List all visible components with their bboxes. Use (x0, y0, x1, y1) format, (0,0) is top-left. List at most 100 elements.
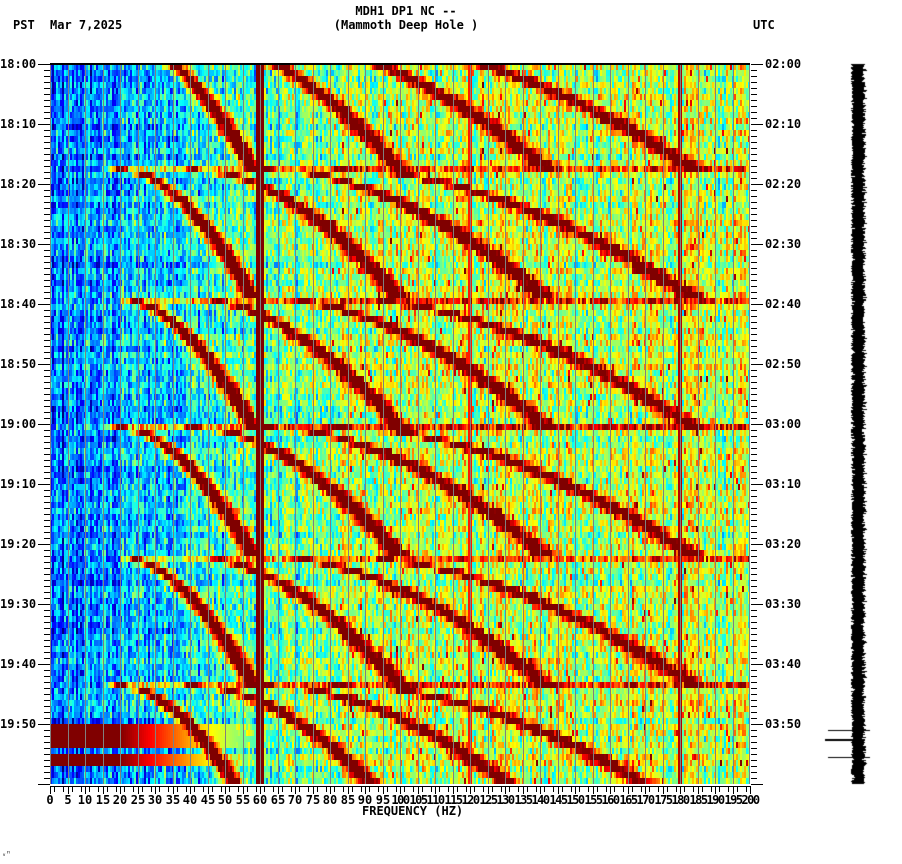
x-axis-label: FREQUENCY (HZ) (362, 804, 464, 818)
left-minor-tick (44, 568, 50, 569)
left-minor-tick (44, 730, 50, 731)
right-minor-tick (751, 730, 757, 731)
x-major-tick (138, 786, 139, 794)
x-major-tick (470, 786, 471, 794)
x-minor-tick (361, 786, 362, 792)
left-minor-tick (44, 94, 50, 95)
right-minor-tick (751, 262, 757, 263)
right-time-label: 03:50 (765, 717, 802, 731)
left-minor-tick (44, 718, 50, 719)
left-time-label: 19:10 (0, 477, 37, 491)
right-minor-tick (751, 586, 757, 587)
x-minor-tick (746, 786, 747, 792)
left-minor-tick (44, 88, 50, 89)
x-major-tick (523, 786, 524, 794)
x-major-tick (68, 786, 69, 794)
right-time-label: 02:00 (765, 57, 802, 71)
x-minor-tick (719, 786, 720, 792)
x-major-tick (505, 786, 506, 794)
x-major-tick (645, 786, 646, 794)
left-minor-tick (44, 694, 50, 695)
left-minor-tick (44, 388, 50, 389)
right-minor-tick (751, 88, 757, 89)
x-minor-tick (588, 786, 589, 792)
x-minor-tick (387, 786, 388, 792)
left-minor-tick (44, 208, 50, 209)
left-major-tick (38, 424, 50, 425)
frequency-tick-label: 130 (496, 793, 515, 807)
left-minor-tick (44, 640, 50, 641)
x-minor-tick (98, 786, 99, 792)
x-minor-tick (273, 786, 274, 792)
x-major-tick (50, 786, 51, 794)
right-minor-tick (751, 136, 757, 137)
x-major-tick (313, 786, 314, 794)
left-minor-tick (44, 340, 50, 341)
frequency-tick-label: 140 (531, 793, 550, 807)
right-minor-tick (751, 454, 757, 455)
left-minor-tick (44, 70, 50, 71)
right-minor-tick (751, 562, 757, 563)
frequency-tick-label: 5 (64, 793, 72, 807)
x-minor-tick (562, 786, 563, 792)
left-minor-tick (44, 190, 50, 191)
left-minor-tick (44, 430, 50, 431)
right-minor-tick (751, 202, 757, 203)
frequency-tick-label: 85 (340, 793, 356, 807)
left-minor-tick (44, 688, 50, 689)
right-minor-tick (751, 676, 757, 677)
frequency-tick-label: 40 (182, 793, 198, 807)
frequency-tick-label: 30 (147, 793, 163, 807)
x-major-tick (400, 786, 401, 794)
x-minor-tick (378, 786, 379, 792)
left-minor-tick (44, 196, 50, 197)
left-minor-tick (44, 376, 50, 377)
right-major-tick (751, 604, 763, 605)
frequency-tick-label: 80 (322, 793, 338, 807)
frequency-tick-label: 120 (461, 793, 480, 807)
right-minor-tick (751, 76, 757, 77)
right-minor-tick (751, 328, 757, 329)
right-minor-tick (751, 718, 757, 719)
right-minor-tick (751, 268, 757, 269)
right-minor-tick (751, 556, 757, 557)
frequency-tick-label: 145 (549, 793, 568, 807)
left-minor-tick (44, 508, 50, 509)
frequency-tick-label: 175 (654, 793, 673, 807)
left-minor-tick (44, 574, 50, 575)
right-minor-tick (751, 280, 757, 281)
left-major-tick (38, 724, 50, 725)
right-minor-tick (751, 688, 757, 689)
frequency-tick-label: 95 (375, 793, 391, 807)
spectrogram-plot (50, 64, 750, 784)
left-minor-tick (44, 160, 50, 161)
x-minor-tick (553, 786, 554, 792)
left-minor-tick (44, 394, 50, 395)
x-minor-tick (641, 786, 642, 792)
left-minor-tick (44, 646, 50, 647)
left-minor-tick (44, 136, 50, 137)
x-minor-tick (247, 786, 248, 792)
x-minor-tick (501, 786, 502, 792)
right-minor-tick (751, 706, 757, 707)
left-major-tick (38, 544, 50, 545)
right-minor-tick (751, 580, 757, 581)
left-time-label: 19:20 (0, 537, 37, 551)
left-time-label: 18:50 (0, 357, 37, 371)
x-major-tick (628, 786, 629, 794)
frequency-tick-label: 200 (741, 793, 760, 807)
right-minor-tick (751, 760, 757, 761)
right-minor-tick (751, 292, 757, 293)
left-minor-tick (44, 274, 50, 275)
left-minor-tick (44, 346, 50, 347)
right-major-tick (751, 544, 763, 545)
right-time-label: 03:40 (765, 657, 802, 671)
left-major-tick (38, 604, 50, 605)
x-minor-tick (457, 786, 458, 792)
left-minor-tick (44, 142, 50, 143)
left-minor-tick (44, 562, 50, 563)
frequency-tick-label: 125 (479, 793, 498, 807)
left-time-label: 19:30 (0, 597, 37, 611)
right-minor-tick (751, 400, 757, 401)
right-minor-tick (751, 232, 757, 233)
